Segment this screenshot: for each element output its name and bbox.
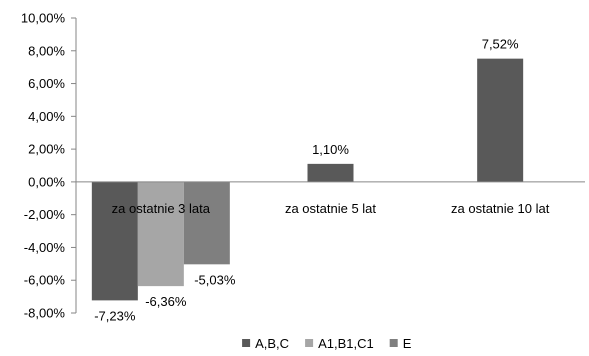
bar-a1b1c1: [137, 181, 184, 287]
legend-swatch: [305, 339, 314, 347]
legend-swatch: [242, 339, 251, 347]
y-tick-label: -4,00%: [24, 240, 66, 255]
y-tick-label: 10,00%: [21, 11, 66, 26]
category-label: za ostatnie 10 lat: [451, 201, 550, 216]
y-tick-label: 0,00%: [28, 174, 65, 189]
data-label: 7,52%: [482, 37, 519, 52]
legend-label: A1,B1,C1: [318, 336, 374, 351]
category-label: za ostatnie 3 lata: [112, 201, 211, 216]
legend-label: A,B,C: [255, 336, 289, 351]
data-label: -7,23%: [94, 308, 136, 323]
category-label: za ostatnie 5 lat: [285, 201, 376, 216]
data-label: -5,03%: [194, 272, 236, 287]
y-tick-label: 4,00%: [28, 109, 65, 124]
y-tick-label: -8,00%: [24, 306, 66, 321]
y-tick-label: 8,00%: [28, 43, 65, 58]
y-tick-label: 2,00%: [28, 142, 65, 157]
y-tick-label: 6,00%: [28, 76, 65, 91]
legend-label: E: [403, 336, 412, 351]
legend-swatch: [389, 339, 398, 347]
data-label: -6,36%: [145, 294, 187, 309]
bar-abc: [307, 163, 354, 182]
data-label: 1,10%: [312, 142, 349, 157]
y-tick-label: -2,00%: [24, 207, 66, 222]
bar-abc: [91, 181, 138, 301]
bar-abc: [477, 58, 524, 182]
bar-e: [183, 181, 230, 265]
y-tick-label: -6,00%: [24, 273, 66, 288]
